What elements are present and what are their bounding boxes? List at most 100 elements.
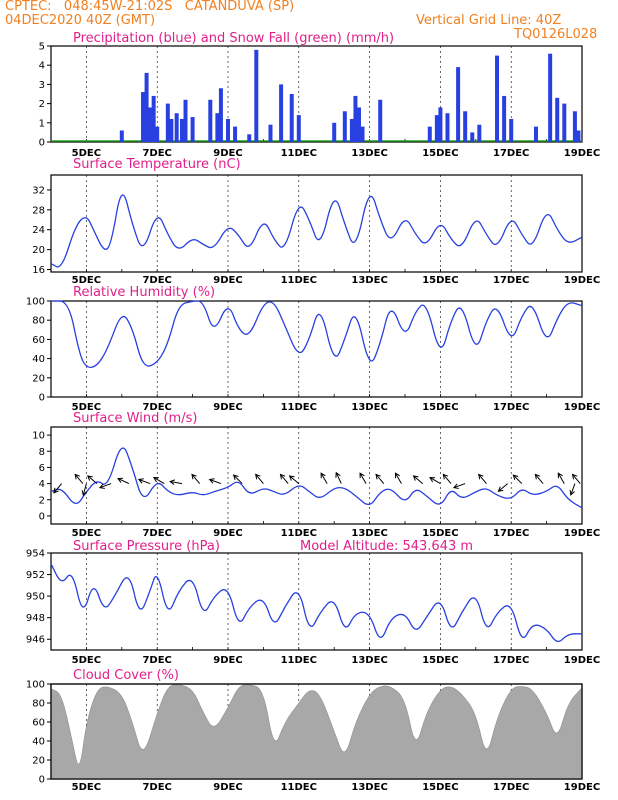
y-tick-label: 0 bbox=[39, 138, 45, 149]
date-label: 13DEC bbox=[351, 148, 387, 159]
precip-bar bbox=[360, 126, 365, 142]
wind-arrow bbox=[232, 474, 243, 484]
wind-arrow-head bbox=[512, 474, 519, 481]
wind-arrow bbox=[255, 473, 264, 484]
date-label: 17DEC bbox=[493, 655, 529, 666]
date-label: 19DEC bbox=[564, 782, 600, 793]
date-label: 13DEC bbox=[351, 402, 387, 413]
y-tick-label: 4 bbox=[39, 61, 45, 72]
y-tick-label: 6 bbox=[39, 463, 45, 474]
temp-frame bbox=[50, 174, 583, 273]
precip-bar bbox=[470, 132, 475, 142]
wind-arrow-shaft bbox=[375, 474, 385, 484]
y-tick-label: 100 bbox=[26, 680, 45, 691]
wind-arrow-shaft bbox=[557, 472, 565, 484]
wind-arrow bbox=[320, 472, 328, 484]
date-label: 15DEC bbox=[422, 148, 458, 159]
y-tick-label: 0 bbox=[39, 775, 45, 786]
rh-line bbox=[50, 300, 583, 369]
wind-frame bbox=[50, 426, 583, 525]
wind-arrow bbox=[478, 473, 487, 484]
wind-arrow bbox=[87, 475, 98, 484]
temp-line bbox=[50, 194, 583, 268]
temp-panel: 5DEC 7DEC 9DEC 11DEC 13DEC 15DEC 17DEC 19DEC 16 2… bbox=[32, 157, 600, 286]
precip-bar bbox=[218, 88, 223, 142]
y-tick-label: 20 bbox=[32, 245, 45, 256]
precip-bar bbox=[233, 126, 238, 142]
wind-arrow bbox=[169, 479, 183, 486]
y-tick-label: 952 bbox=[26, 570, 45, 581]
wind-arrow-head bbox=[412, 475, 419, 481]
y-tick-label: 948 bbox=[26, 613, 45, 624]
date-label: 19DEC bbox=[564, 275, 600, 286]
precip-bar bbox=[509, 118, 514, 142]
y-tick-label: 40 bbox=[32, 737, 45, 748]
date-label: 11DEC bbox=[281, 402, 317, 413]
date-label: 9DEC bbox=[213, 402, 242, 413]
wind-arrow-shaft bbox=[289, 475, 300, 484]
date-label: 5DEC bbox=[72, 782, 101, 793]
wind-arrow-head bbox=[117, 477, 124, 483]
wind-title: Surface Wind (m/s) bbox=[73, 411, 197, 426]
date-label: 17DEC bbox=[493, 402, 529, 413]
precip-bar bbox=[226, 118, 230, 142]
wind-arrow bbox=[429, 477, 441, 485]
date-label: 5DEC bbox=[72, 148, 101, 159]
wind-arrow-head bbox=[442, 473, 449, 480]
date-label: 5DEC bbox=[72, 275, 101, 286]
wind-arrow-head bbox=[429, 477, 436, 483]
date-label: 11DEC bbox=[281, 782, 317, 793]
header-run-code: TQ0126L028 bbox=[514, 27, 598, 42]
wind-arrow-head bbox=[137, 478, 144, 484]
wind-arrow-head bbox=[53, 487, 59, 494]
date-label: 9DEC bbox=[213, 148, 242, 159]
wind-arrow bbox=[375, 473, 385, 484]
wind-arrow-shaft bbox=[395, 472, 402, 484]
wind-arrow-shaft bbox=[359, 472, 367, 484]
precip-bar bbox=[555, 97, 560, 142]
header-grid-note: Vertical Grid Line: 40Z bbox=[416, 13, 562, 28]
wind-arrow-head bbox=[478, 473, 484, 480]
wind-arrow-shaft bbox=[442, 474, 452, 484]
y-tick-label: 28 bbox=[32, 205, 45, 216]
y-tick-label: 20 bbox=[32, 756, 45, 767]
precip-bar bbox=[190, 117, 195, 142]
temp-title: Surface Temperature (nC) bbox=[73, 157, 241, 172]
y-tick-label: 40 bbox=[32, 354, 45, 365]
date-label: 19DEC bbox=[564, 148, 600, 159]
precip-bar bbox=[247, 134, 252, 142]
wind-arrow bbox=[497, 483, 508, 492]
precip-bar bbox=[268, 124, 273, 142]
wind-arrow-shaft bbox=[335, 472, 342, 484]
precip-bar bbox=[342, 111, 347, 142]
cloud-frame-top bbox=[50, 683, 583, 780]
wind-arrow bbox=[98, 483, 112, 489]
wind-arrow-shaft bbox=[572, 474, 581, 484]
y-tick-label: 954 bbox=[26, 549, 45, 560]
wind-arrow bbox=[53, 483, 63, 494]
wind-arrow-shaft bbox=[429, 477, 441, 485]
wind-arrow bbox=[288, 475, 300, 484]
precip-bar bbox=[279, 84, 284, 142]
precip-bar bbox=[353, 95, 358, 142]
precip-bar bbox=[208, 99, 213, 142]
wind-arrow bbox=[571, 473, 581, 484]
y-tick-label: 20 bbox=[32, 373, 45, 384]
date-label: 7DEC bbox=[142, 528, 171, 539]
precip-panel: 5DEC 7DEC 9DEC 11DEC 13DEC 15DEC 17DEC 19DEC 0 1 2… bbox=[39, 31, 601, 159]
precip-bar bbox=[463, 111, 468, 142]
precip-bar bbox=[141, 92, 146, 142]
date-label: 9DEC bbox=[213, 528, 242, 539]
precip-bar bbox=[356, 107, 361, 142]
y-tick-label: 946 bbox=[26, 635, 45, 646]
date-label: 17DEC bbox=[493, 275, 529, 286]
cloud-title: Cloud Cover (%) bbox=[73, 668, 179, 683]
precip-bar bbox=[438, 107, 443, 142]
wind-arrow-head bbox=[569, 489, 575, 496]
wind-arrow-head bbox=[98, 483, 105, 489]
y-tick-label: 80 bbox=[32, 699, 45, 710]
y-tick-label: 80 bbox=[32, 316, 45, 327]
wind-arrow bbox=[557, 472, 565, 484]
date-label: 17DEC bbox=[493, 148, 529, 159]
precip-bar bbox=[215, 113, 220, 142]
